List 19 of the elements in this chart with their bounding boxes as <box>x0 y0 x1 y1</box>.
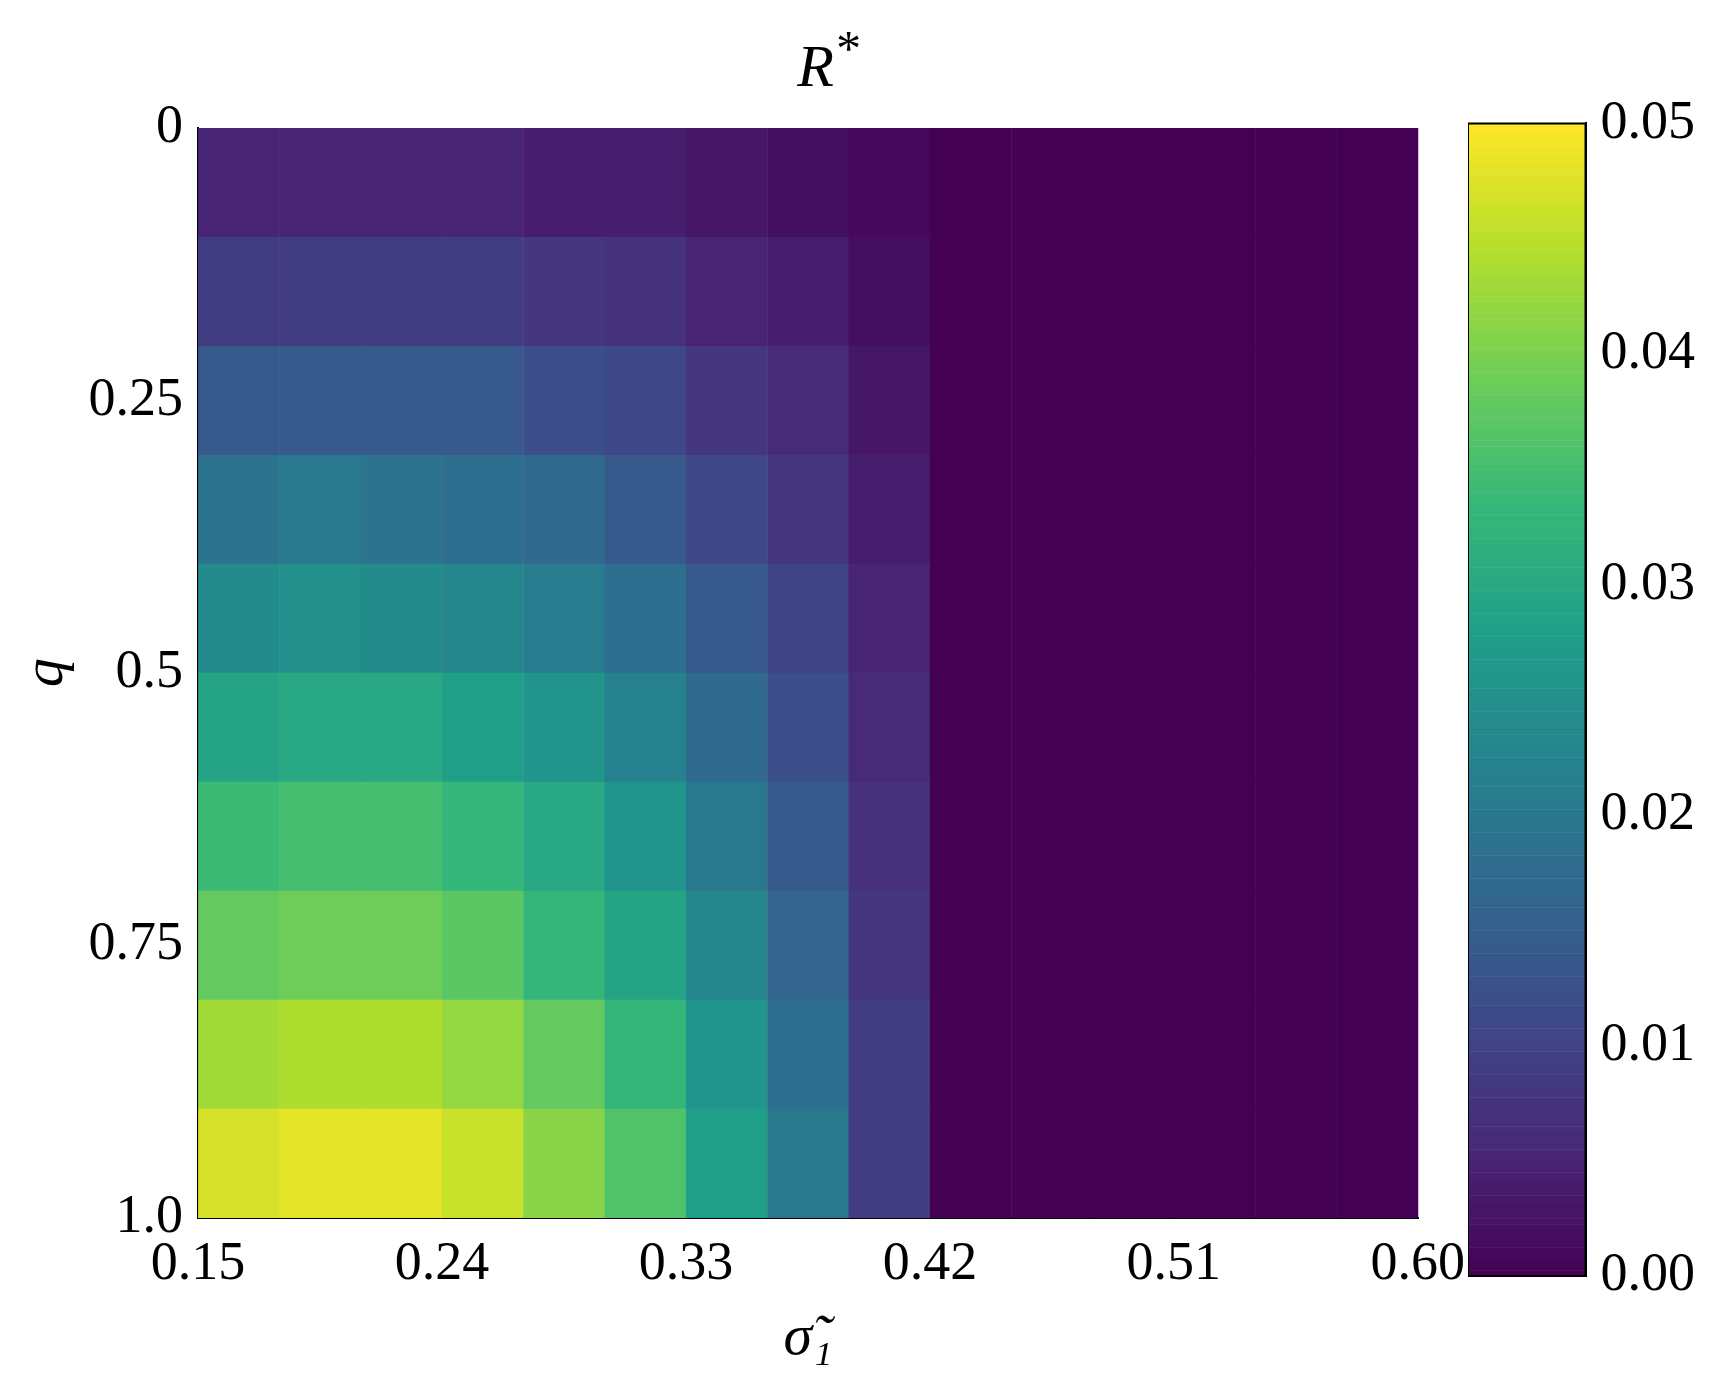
y-tick-label: 0.25 <box>88 366 184 427</box>
y-tick-label: 0 <box>156 94 184 155</box>
chart-title: R$^{*}$ <box>796 19 860 99</box>
y-tick-label: 0.5 <box>115 638 184 699</box>
x-tick-label: 0.24 <box>394 1231 490 1292</box>
x-tick-label: 0.51 <box>1126 1231 1222 1292</box>
y-tick-label: 1.0 <box>115 1183 184 1244</box>
color-bar-label: 0.00 <box>1600 1242 1695 1303</box>
x-tick-label: 0.33 <box>638 1231 734 1292</box>
x-tick-label: 0.60 <box>1370 1231 1465 1292</box>
color-bar-label: 0.02 <box>1600 781 1695 842</box>
color-bar-label: 0.05 <box>1600 89 1695 150</box>
x-axis-title: σ̃₁ <box>783 1302 836 1368</box>
color-bar-label: 0.04 <box>1600 320 1695 381</box>
y-axis-title: q <box>10 658 76 688</box>
x-tick-label: 0.42 <box>882 1231 978 1292</box>
y-tick-label: 0.75 <box>88 911 184 972</box>
color-bar-label: 0.01 <box>1600 1011 1695 1072</box>
color-bar-label: 0.03 <box>1600 550 1695 611</box>
